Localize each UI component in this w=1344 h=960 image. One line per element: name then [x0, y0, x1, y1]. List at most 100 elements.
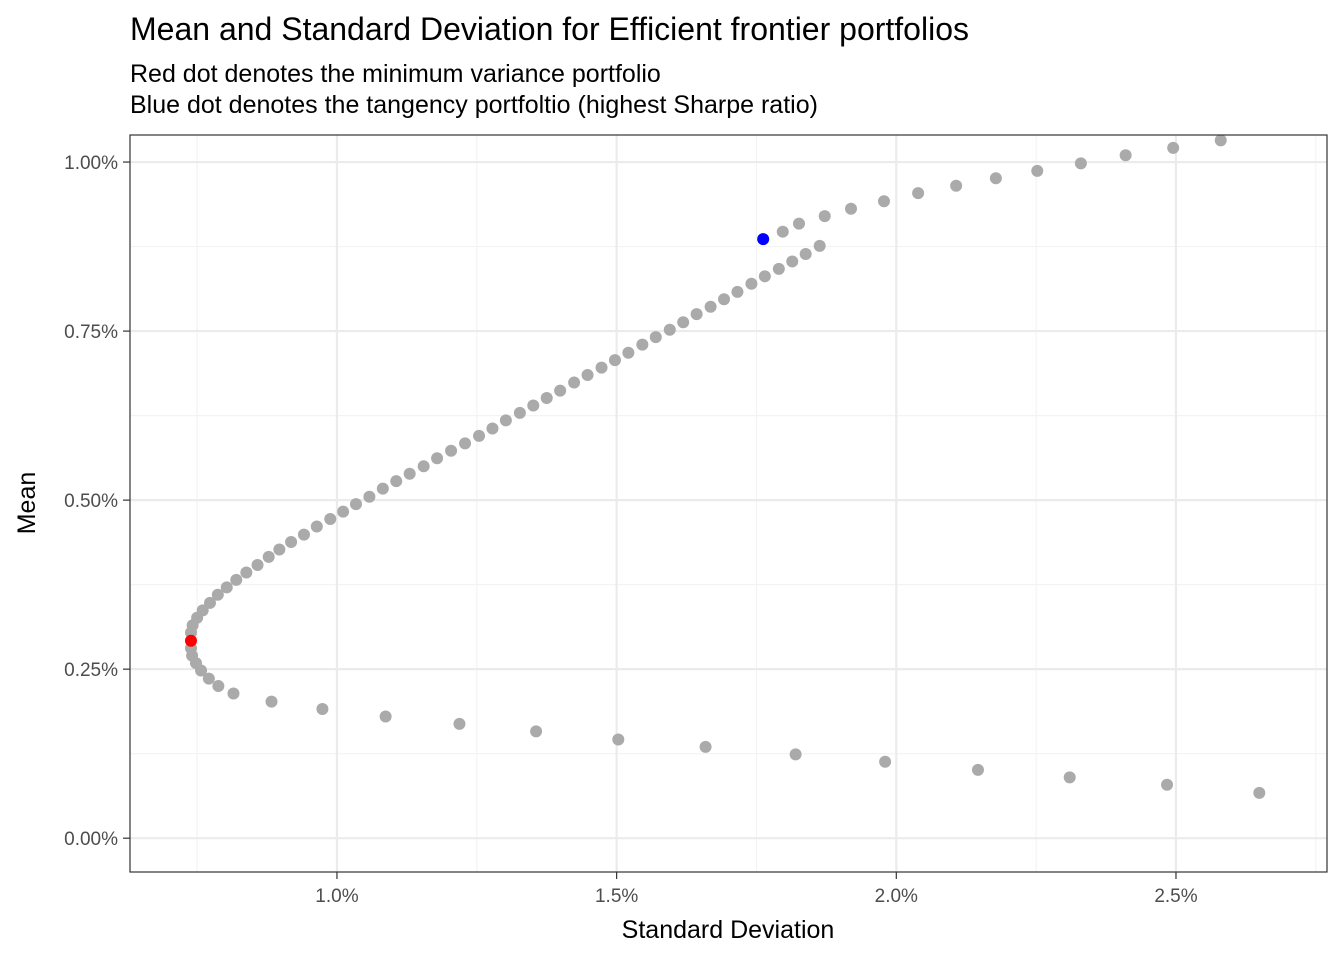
chart-subtitle-line-2: Blue dot denotes the tangency portfoltio… — [130, 91, 818, 119]
frontier-point — [202, 672, 215, 685]
frontier-point — [431, 452, 444, 465]
frontier-point — [622, 346, 635, 359]
frontier-point — [581, 369, 594, 382]
frontier-point — [1214, 134, 1227, 147]
frontier-point — [971, 763, 984, 776]
frontier-point — [230, 573, 243, 586]
frontier-point — [316, 703, 329, 716]
frontier-point — [799, 248, 812, 261]
frontier-point — [1031, 164, 1044, 177]
frontier-point — [649, 331, 662, 344]
x-axis-title: Standard Deviation — [622, 916, 835, 944]
frontier-point — [203, 596, 216, 609]
frontier-point — [792, 217, 805, 230]
frontier-point — [417, 460, 430, 473]
frontier-point — [877, 195, 890, 208]
x-tick-label: 1.0% — [315, 886, 358, 907]
grid-minor — [130, 135, 1327, 872]
frontier-point — [240, 566, 253, 579]
frontier-point — [950, 179, 963, 192]
axis-ticks: 1.0% 1.5% 2.0% 2.5% 0.00% 0.25% 0.50% 0.75% 1.00… — [64, 153, 1198, 907]
frontier-point — [745, 277, 758, 290]
frontier-point — [776, 225, 789, 238]
x-tick-label: 2.0% — [875, 886, 918, 907]
frontier-point — [499, 414, 512, 427]
frontier-point — [1253, 786, 1266, 799]
frontier-point — [390, 475, 403, 488]
data-points — [184, 134, 1266, 799]
frontier-point — [818, 210, 831, 223]
frontier-point — [786, 255, 799, 268]
frontier-point — [530, 725, 543, 738]
frontier-point — [699, 740, 712, 753]
frontier-point — [704, 300, 717, 313]
frontier-point — [211, 588, 224, 601]
frontier-point — [879, 755, 892, 768]
frontier-point — [1119, 149, 1132, 162]
grid-major — [130, 135, 1327, 872]
frontier-point — [265, 695, 278, 708]
frontier-point — [486, 422, 499, 435]
frontier-point — [220, 581, 233, 594]
frontier-point — [376, 482, 389, 495]
y-axis-title: Mean — [13, 472, 41, 535]
frontier-point — [1063, 771, 1076, 784]
frontier-point — [912, 187, 925, 200]
frontier-point — [595, 361, 608, 374]
frontier-point — [731, 285, 744, 298]
frontier-point — [989, 172, 1002, 185]
frontier-point — [227, 687, 240, 700]
frontier-point — [772, 262, 785, 275]
frontier-point — [813, 239, 826, 252]
frontier-point — [324, 513, 337, 526]
frontier-point — [285, 536, 298, 549]
frontier-point — [473, 429, 486, 442]
frontier-point — [212, 680, 225, 693]
chart-title: Mean and Standard Deviation for Efficien… — [130, 11, 969, 47]
x-tick-label: 2.5% — [1154, 886, 1197, 907]
frontier-point — [262, 550, 275, 563]
frontier-point — [677, 316, 690, 329]
y-tick-label: 0.50% — [64, 491, 118, 512]
frontier-point — [554, 384, 567, 397]
frontier-point — [690, 308, 703, 321]
frontier-point — [540, 392, 553, 405]
frontier-point — [445, 444, 458, 457]
min-variance-point — [184, 634, 197, 647]
frontier-point — [459, 437, 472, 450]
chart-subtitle-line-1: Red dot denotes the minimum variance por… — [130, 60, 661, 88]
y-tick-label: 1.00% — [64, 153, 118, 174]
frontier-point — [310, 520, 323, 533]
frontier-point — [1074, 157, 1087, 170]
frontier-point — [297, 528, 310, 541]
frontier-point — [273, 543, 286, 556]
frontier-point — [363, 490, 376, 503]
frontier-point — [453, 717, 466, 730]
frontier-point — [251, 559, 264, 572]
frontier-point — [663, 323, 676, 336]
frontier-point — [403, 467, 416, 480]
frontier-point — [513, 406, 526, 419]
frontier-point — [789, 748, 802, 761]
frontier-point — [1167, 141, 1180, 154]
y-tick-label: 0.25% — [64, 660, 118, 681]
frontier-point — [608, 354, 621, 367]
frontier-point — [337, 505, 350, 518]
frontier-point — [612, 733, 625, 746]
frontier-point — [196, 604, 209, 617]
y-tick-label: 0.75% — [64, 322, 118, 343]
y-tick-label: 0.00% — [64, 829, 118, 850]
frontier-point — [636, 338, 649, 351]
x-tick-label: 1.5% — [595, 886, 638, 907]
panel-border — [129, 134, 1328, 873]
frontier-point — [718, 293, 731, 306]
frontier-point — [568, 376, 581, 389]
tangency-point — [757, 233, 770, 246]
frontier-point — [527, 399, 540, 412]
frontier-point — [1161, 778, 1174, 791]
frontier-point — [758, 270, 771, 283]
frontier-point — [349, 498, 362, 511]
frontier-point — [844, 202, 857, 215]
frontier-point — [379, 710, 392, 723]
